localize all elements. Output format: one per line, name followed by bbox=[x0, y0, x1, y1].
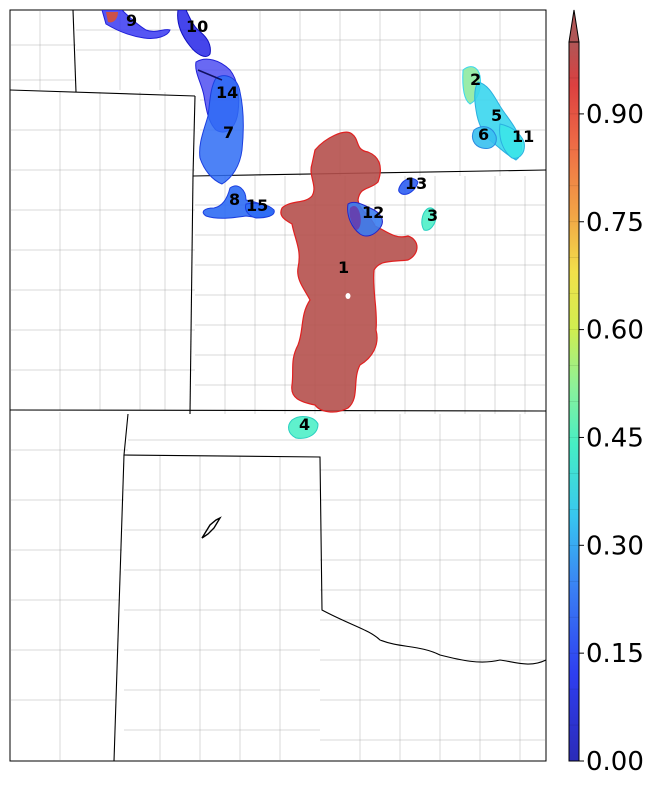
label-12: 12 bbox=[362, 203, 384, 222]
label-1: 1 bbox=[338, 258, 349, 277]
colorbar-ticks: 0.00 0.15 0.30 0.45 0.60 0.75 0.90 bbox=[579, 100, 644, 777]
label-4: 4 bbox=[299, 415, 310, 434]
colorbar-tick-label: 0.00 bbox=[586, 747, 644, 777]
region-6[interactable] bbox=[471, 126, 497, 149]
region-15[interactable] bbox=[245, 202, 275, 219]
map-frame bbox=[9, 9, 547, 762]
label-7: 7 bbox=[223, 123, 234, 142]
colorbar-tick-label: 0.75 bbox=[586, 208, 644, 238]
region-9[interactable] bbox=[101, 10, 171, 39]
region-labels: 1 2 3 4 5 6 7 8 9 10 11 12 13 14 15 bbox=[126, 11, 534, 434]
label-5: 5 bbox=[491, 106, 502, 125]
region-1-shape bbox=[280, 131, 418, 413]
label-2: 2 bbox=[470, 70, 481, 89]
region-3[interactable] bbox=[421, 207, 437, 231]
region-11[interactable] bbox=[499, 123, 525, 159]
region-12-core bbox=[349, 206, 361, 230]
label-6: 6 bbox=[478, 125, 489, 144]
region-14-line bbox=[197, 69, 223, 81]
region-4[interactable] bbox=[288, 416, 319, 439]
region-10[interactable] bbox=[177, 10, 211, 57]
label-11: 11 bbox=[512, 127, 534, 146]
label-10: 10 bbox=[186, 17, 208, 36]
region-9-core bbox=[106, 12, 118, 23]
colorbar-gradient bbox=[568, 41, 580, 762]
region-1-hole bbox=[345, 293, 351, 299]
colorbar-tick-label: 0.30 bbox=[586, 531, 644, 561]
river-feature bbox=[201, 516, 222, 539]
label-3: 3 bbox=[427, 206, 438, 225]
colorbar-band-lines bbox=[569, 77, 579, 726]
region-1[interactable] bbox=[280, 131, 418, 413]
colorbar-tick-label: 0.60 bbox=[586, 316, 644, 346]
colorbar-tick-label: 0.15 bbox=[586, 639, 644, 669]
label-15: 15 bbox=[246, 196, 268, 215]
colorbar-extend-arrow bbox=[568, 9, 580, 43]
label-9: 9 bbox=[126, 11, 137, 30]
colorbar: 0.00 0.15 0.30 0.45 0.60 0.75 0.90 bbox=[568, 9, 644, 777]
colorbar-tick-label: 0.45 bbox=[586, 423, 644, 453]
colorbar-tick-label: 0.90 bbox=[586, 100, 644, 130]
label-8: 8 bbox=[229, 190, 240, 209]
label-14: 14 bbox=[216, 83, 238, 102]
region-13[interactable] bbox=[398, 178, 419, 195]
label-13: 13 bbox=[405, 174, 427, 193]
region-7[interactable] bbox=[199, 75, 244, 185]
